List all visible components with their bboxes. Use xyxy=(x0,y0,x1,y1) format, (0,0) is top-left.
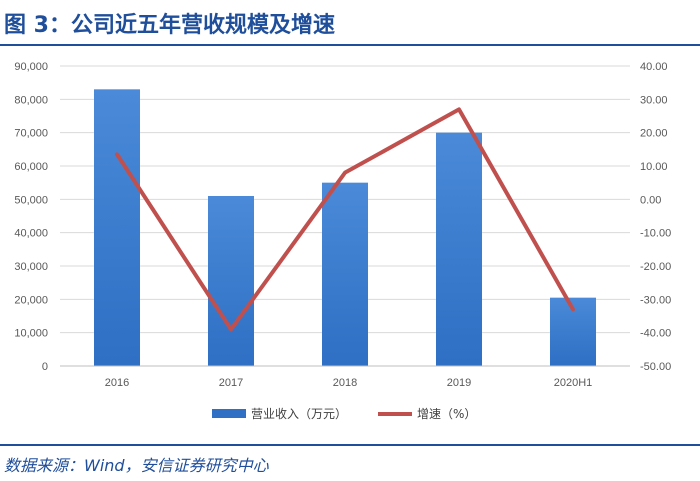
left-tick-label: 40,000 xyxy=(14,228,48,240)
legend-line-label: 增速（%） xyxy=(417,407,476,421)
legend: 营业收入（万元） 增速（%） xyxy=(212,407,476,421)
left-tick-label: 80,000 xyxy=(14,94,48,106)
left-axis: 0 10,000 20,000 30,000 40,000 50,000 60,000 70,… xyxy=(14,61,48,373)
left-tick-label: 20,000 xyxy=(14,294,48,306)
x-tick-label: 2017 xyxy=(219,377,243,389)
bar xyxy=(208,196,254,366)
footer-rule xyxy=(0,444,700,446)
left-tick-label: 60,000 xyxy=(14,161,48,173)
right-tick-label: -30.00 xyxy=(640,294,671,306)
x-tick-label: 2019 xyxy=(447,377,471,389)
source-note: 数据来源：Wind，安信证券研究中心 xyxy=(4,456,269,475)
right-tick-label: 10.00 xyxy=(640,161,668,173)
right-tick-label: 0.00 xyxy=(640,194,661,206)
x-tick-label: 2020H1 xyxy=(554,377,593,389)
right-axis: -50.00 -40.00 -30.00 -20.00 -10.00 0.00 10.00 2… xyxy=(640,61,671,373)
x-tick-label: 2016 xyxy=(105,377,129,389)
title-rule xyxy=(0,44,700,46)
bar xyxy=(436,132,482,366)
chart: 0 10,000 20,000 30,000 40,000 50,000 60,000 70,… xyxy=(14,61,671,421)
right-tick-label: -20.00 xyxy=(640,261,671,273)
bar xyxy=(94,89,140,367)
title-bar: 图 3：公司近五年营收规模及增速 xyxy=(0,0,700,46)
right-tick-label: -50.00 xyxy=(640,361,671,373)
left-tick-label: 0 xyxy=(42,361,48,373)
right-tick-label: 30.00 xyxy=(640,94,668,106)
left-tick-label: 90,000 xyxy=(14,61,48,73)
x-tick-label: 2018 xyxy=(333,377,357,389)
bar xyxy=(322,182,368,366)
right-tick-label: 40.00 xyxy=(640,61,668,73)
right-tick-label: -40.00 xyxy=(640,328,671,340)
left-tick-label: 70,000 xyxy=(14,128,48,140)
line-series xyxy=(115,107,575,332)
x-axis: 2016 2017 2018 2019 2020H1 xyxy=(60,365,630,389)
left-tick-label: 10,000 xyxy=(14,328,48,340)
right-tick-label: -10.00 xyxy=(640,228,671,240)
right-tick-label: 20.00 xyxy=(640,128,668,140)
legend-bar-label: 营业收入（万元） xyxy=(251,407,347,421)
left-tick-label: 30,000 xyxy=(14,261,48,273)
bar-series xyxy=(94,89,596,367)
left-tick-label: 50,000 xyxy=(14,194,48,206)
legend-bar-swatch xyxy=(212,409,246,418)
figure-title: 图 3：公司近五年营收规模及增速 xyxy=(4,13,335,38)
